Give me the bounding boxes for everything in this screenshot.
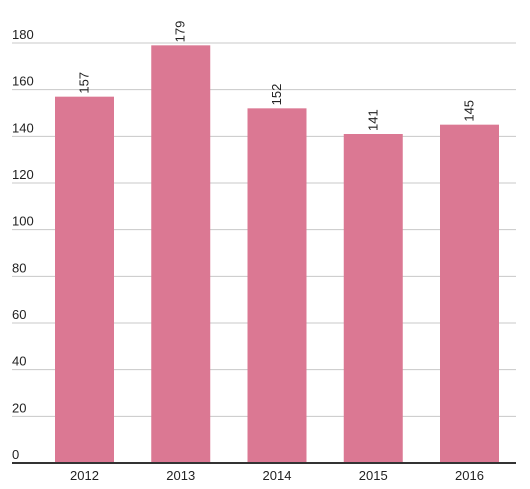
data-label-2015: 141 <box>365 109 380 131</box>
y-tick-label: 160 <box>12 74 34 89</box>
y-tick-label: 140 <box>12 120 34 135</box>
y-tick-label: 80 <box>12 260 26 275</box>
bar-2016 <box>440 124 499 464</box>
y-axis-tick-labels: 0 20 40 60 80 100 120 140 160 180 <box>12 27 34 462</box>
y-tick-label: 0 <box>12 447 19 462</box>
x-tick-label-2013: 2013 <box>166 468 195 483</box>
y-tick-label: 180 <box>12 27 34 42</box>
x-tick-label-2015: 2015 <box>359 468 388 483</box>
y-tick-label: 20 <box>12 400 26 415</box>
bar-2013 <box>151 45 211 463</box>
data-label-2016: 145 <box>462 100 477 122</box>
bar-2014 <box>247 108 307 463</box>
x-axis-tick-labels: 2012 2013 2014 2015 2016 <box>70 468 484 483</box>
x-tick-label-2014: 2014 <box>263 468 292 483</box>
bars <box>55 45 499 464</box>
y-tick-label: 60 <box>12 307 26 322</box>
data-label-2013: 179 <box>173 21 188 43</box>
y-tick-label: 40 <box>12 354 26 369</box>
bar-2012 <box>55 96 114 464</box>
bar-2015 <box>343 134 403 463</box>
y-tick-label: 100 <box>12 214 34 229</box>
data-label-2012: 157 <box>77 72 92 94</box>
x-tick-label-2012: 2012 <box>70 468 99 483</box>
data-labels: 157 179 152 141 145 <box>77 21 477 131</box>
data-label-2014: 152 <box>269 84 284 106</box>
x-tick-label-2016: 2016 <box>455 468 484 483</box>
y-tick-label: 120 <box>12 167 34 182</box>
